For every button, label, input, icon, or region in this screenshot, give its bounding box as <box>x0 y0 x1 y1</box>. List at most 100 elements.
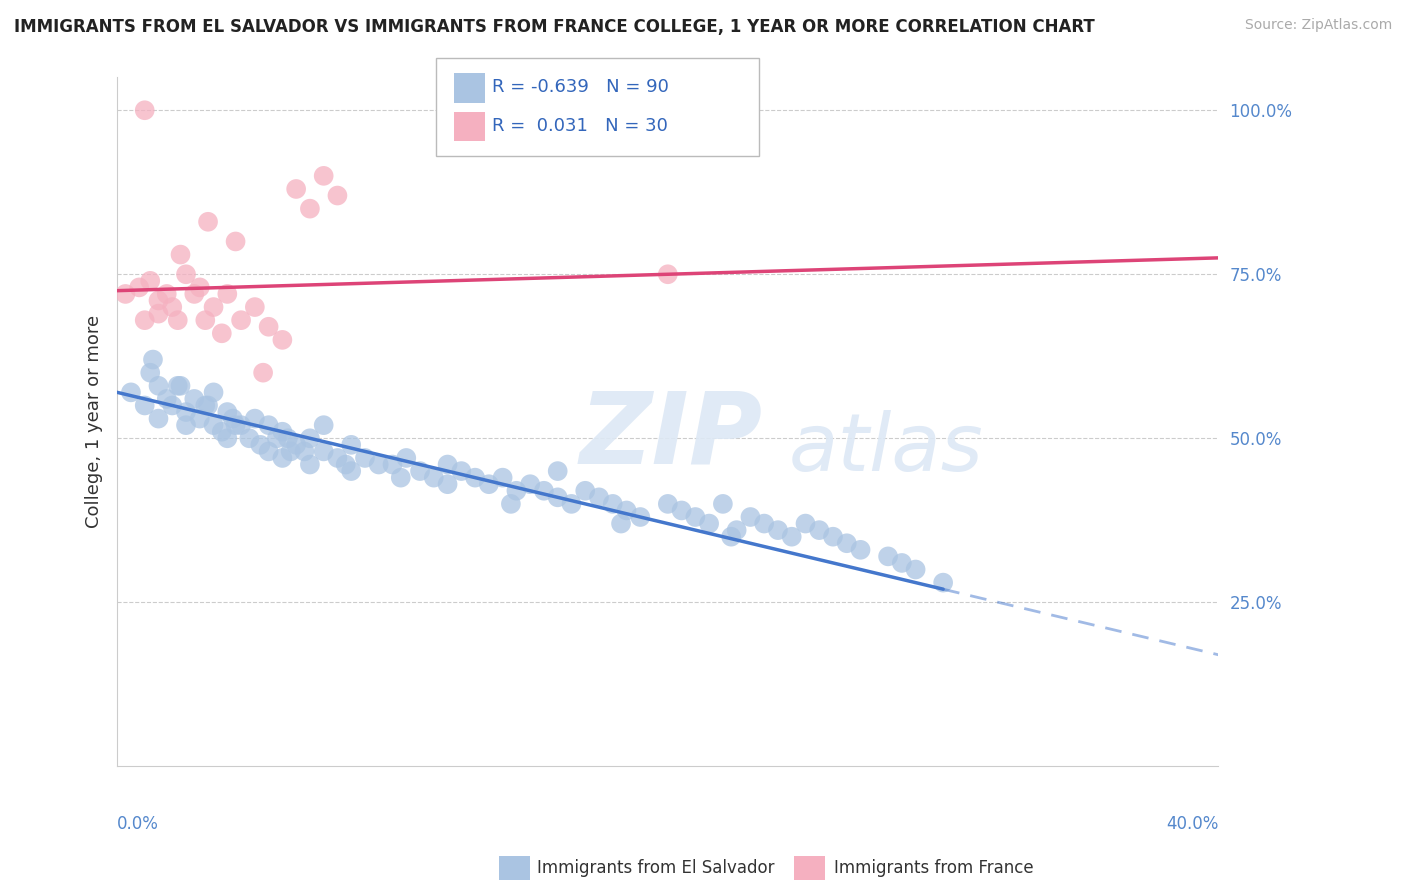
Point <box>340 464 363 478</box>
Text: Immigrants from El Salvador: Immigrants from El Salvador <box>537 859 775 877</box>
Point <box>547 464 569 478</box>
Point <box>725 523 748 537</box>
Point <box>134 399 156 413</box>
Point <box>932 575 955 590</box>
Point <box>780 530 803 544</box>
Point <box>166 379 188 393</box>
Point <box>222 411 245 425</box>
Point <box>225 418 247 433</box>
Text: R = -0.639   N = 90: R = -0.639 N = 90 <box>492 78 669 96</box>
Point <box>257 319 280 334</box>
Point <box>211 425 233 439</box>
Point <box>238 431 260 445</box>
Point <box>560 497 582 511</box>
Point <box>217 431 239 445</box>
Point <box>533 483 555 498</box>
Point <box>499 497 522 511</box>
Point <box>794 516 817 531</box>
Point <box>464 470 486 484</box>
Text: Source: ZipAtlas.com: Source: ZipAtlas.com <box>1244 18 1392 32</box>
Point <box>174 405 197 419</box>
Point <box>628 510 651 524</box>
Point <box>505 483 527 498</box>
Point <box>849 542 872 557</box>
Point <box>312 444 335 458</box>
Point <box>243 300 266 314</box>
Point <box>229 418 252 433</box>
Point <box>547 491 569 505</box>
Point <box>202 300 225 314</box>
Point <box>148 307 170 321</box>
Point <box>134 103 156 118</box>
Point <box>877 549 900 564</box>
Point <box>367 458 389 472</box>
Point <box>436 458 458 472</box>
Point <box>174 267 197 281</box>
Point <box>588 491 610 505</box>
Point <box>766 523 789 537</box>
Point <box>225 235 247 249</box>
Point <box>602 497 624 511</box>
Point <box>162 300 184 314</box>
Point <box>436 477 458 491</box>
Point <box>271 333 294 347</box>
Point <box>202 385 225 400</box>
Point <box>294 444 316 458</box>
Point <box>890 556 912 570</box>
Point <box>340 438 363 452</box>
Point <box>271 425 294 439</box>
Point <box>326 188 349 202</box>
Point <box>478 477 501 491</box>
Point <box>610 516 633 531</box>
Point <box>257 444 280 458</box>
Point <box>169 247 191 261</box>
Text: 0.0%: 0.0% <box>117 814 159 832</box>
Point <box>657 497 679 511</box>
Point <box>298 431 321 445</box>
Point <box>120 385 142 400</box>
Point <box>312 418 335 433</box>
Point <box>277 431 299 445</box>
Point <box>229 313 252 327</box>
Point <box>657 267 679 281</box>
Point <box>148 293 170 308</box>
Point <box>134 313 156 327</box>
Point <box>243 411 266 425</box>
Point <box>740 510 762 524</box>
Point <box>194 313 217 327</box>
Point <box>257 418 280 433</box>
Point <box>685 510 707 524</box>
Point <box>162 399 184 413</box>
Point <box>671 503 693 517</box>
Point <box>354 450 377 465</box>
Point <box>139 274 162 288</box>
Point <box>202 418 225 433</box>
Point <box>142 352 165 367</box>
Point <box>174 418 197 433</box>
Point <box>156 392 179 406</box>
Point <box>197 215 219 229</box>
Point <box>169 379 191 393</box>
Point <box>217 405 239 419</box>
Point <box>148 379 170 393</box>
Point <box>188 280 211 294</box>
Point <box>574 483 596 498</box>
Point <box>188 411 211 425</box>
Point <box>217 287 239 301</box>
Point <box>156 287 179 301</box>
Point <box>491 470 513 484</box>
Point <box>183 392 205 406</box>
Point <box>194 399 217 413</box>
Point <box>519 477 541 491</box>
Point <box>285 438 308 452</box>
Text: ZIP: ZIP <box>579 387 762 484</box>
Point <box>266 431 288 445</box>
Text: Immigrants from France: Immigrants from France <box>834 859 1033 877</box>
Point <box>409 464 432 478</box>
Point <box>249 438 271 452</box>
Point <box>616 503 638 517</box>
Text: IMMIGRANTS FROM EL SALVADOR VS IMMIGRANTS FROM FRANCE COLLEGE, 1 YEAR OR MORE CO: IMMIGRANTS FROM EL SALVADOR VS IMMIGRANT… <box>14 18 1095 36</box>
Point <box>904 562 927 576</box>
Point <box>381 458 404 472</box>
Point <box>395 450 418 465</box>
